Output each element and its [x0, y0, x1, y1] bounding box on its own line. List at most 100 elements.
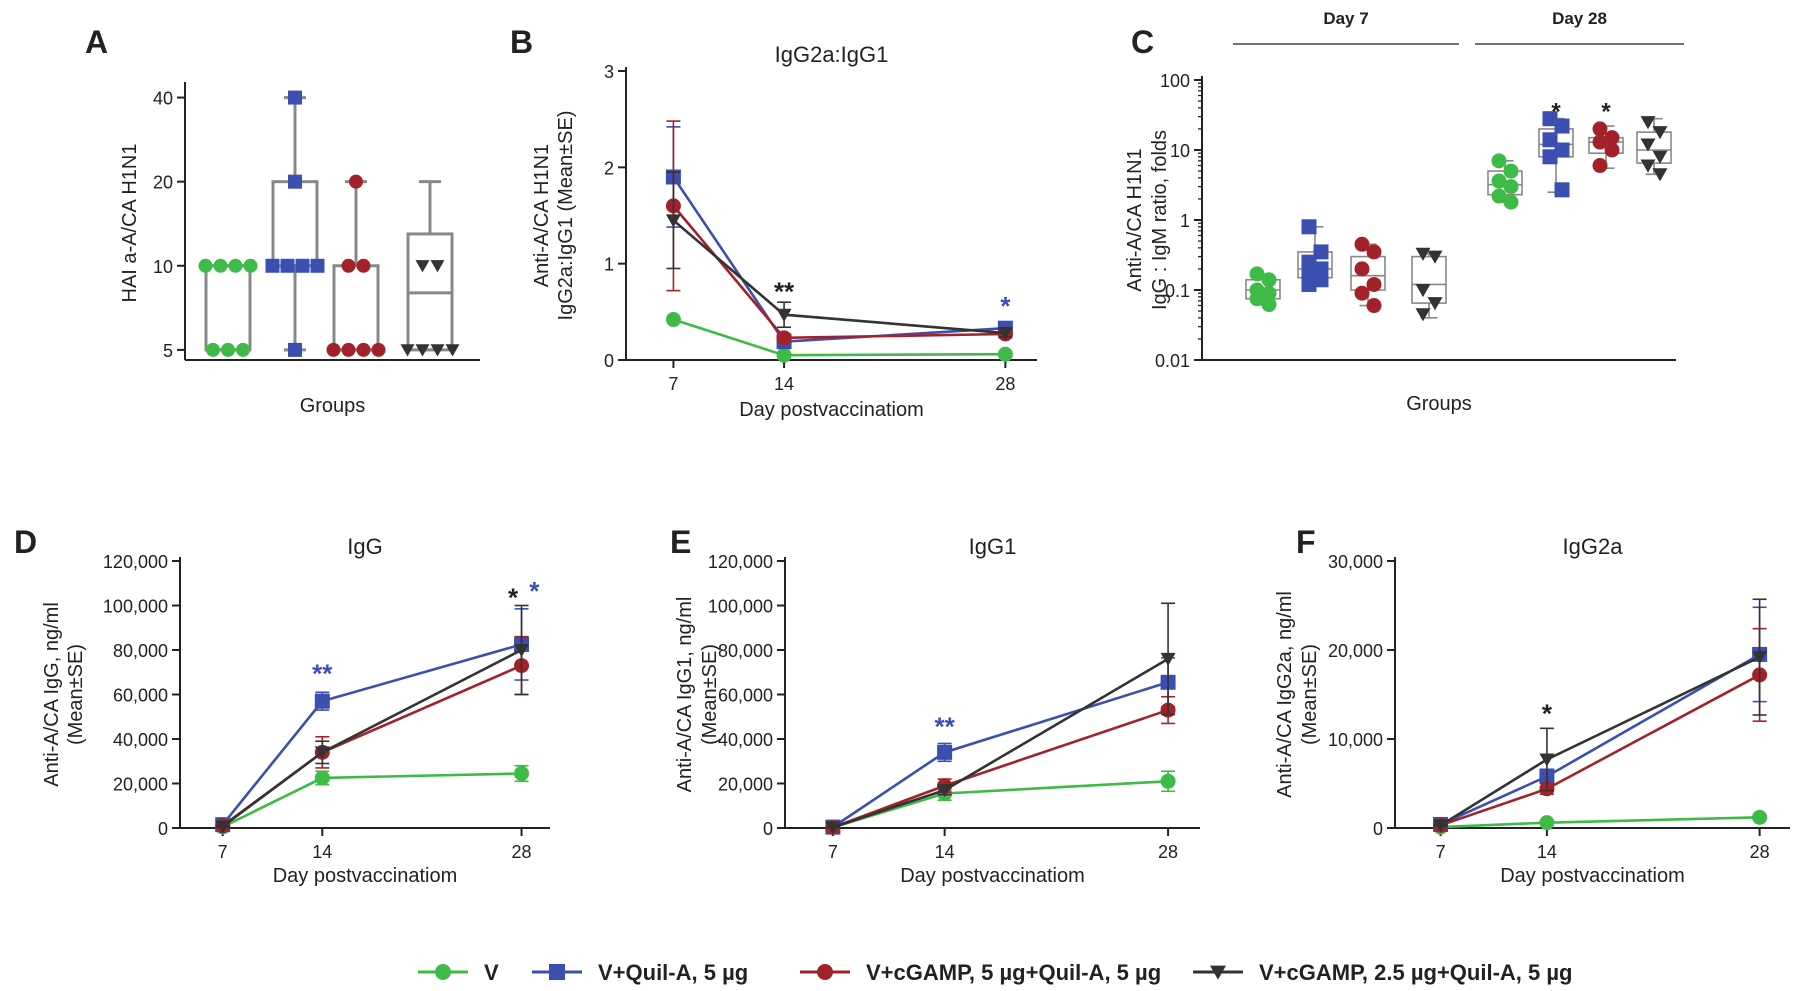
legend-item-quila: V+Quil-A, 5 µg — [532, 960, 748, 985]
data-point — [1542, 149, 1558, 165]
data-point — [1366, 298, 1382, 314]
data-point — [1366, 244, 1382, 260]
y-tick-label: 20,000 — [718, 775, 773, 795]
panel-c: C 0.01 0.1 1 10 100 Anti-A/CA H1N1 IgG : IgM ra… — [1124, 9, 1684, 415]
day-label: Day 28 — [1552, 9, 1607, 28]
data-point — [1249, 291, 1265, 307]
panel-label: A — [85, 24, 108, 60]
box-group-cgamp25 — [1411, 247, 1447, 322]
panel-e: E 0 20,000 40,000 60,000 80,000 100,000 120,000… — [670, 524, 1200, 887]
data-point — [349, 174, 363, 189]
data-point — [997, 346, 1013, 362]
data-point — [314, 746, 330, 760]
y-axis-label-2: IgG : IgM ratio, folds — [1149, 130, 1171, 310]
data-point — [1261, 285, 1277, 301]
data-point — [1604, 142, 1620, 158]
box-group-cgamp5 — [1588, 121, 1624, 174]
data-point — [1249, 266, 1265, 282]
data-point — [514, 765, 530, 781]
x-axis-label: Groups — [1406, 393, 1472, 415]
data-point — [1415, 247, 1431, 261]
data-point — [1503, 194, 1519, 210]
x-tick-label: 28 — [995, 374, 1015, 394]
y-tick-label: 0 — [604, 351, 614, 371]
y-tick-label: 100 — [1160, 71, 1190, 91]
panel-label: C — [1131, 24, 1154, 60]
data-point — [1491, 188, 1507, 204]
data-point — [206, 342, 220, 357]
x-tick-label: 7 — [218, 842, 228, 862]
y-tick-label: 40,000 — [113, 730, 168, 750]
data-point — [288, 90, 302, 105]
data-point — [514, 644, 530, 658]
y-axis-label-2: (Mean±SE) — [65, 644, 87, 745]
x-tick-label: 28 — [1158, 842, 1178, 862]
x-tick-label: 7 — [828, 842, 838, 862]
legend-marker — [1210, 965, 1226, 980]
data-point — [288, 342, 302, 357]
y-tick-label: 0 — [1373, 819, 1383, 839]
data-point — [825, 821, 841, 835]
data-point — [415, 344, 430, 357]
data-point — [213, 258, 228, 273]
data-point — [997, 327, 1013, 341]
data-point — [1415, 284, 1431, 298]
data-point — [415, 260, 430, 273]
data-point — [314, 770, 330, 786]
y-tick-label: 120,000 — [103, 552, 168, 572]
x-axis-label: Groups — [300, 395, 366, 417]
y-tick-label: 60,000 — [113, 686, 168, 706]
data-point — [1652, 126, 1668, 140]
series-v — [665, 312, 1013, 363]
legend-label: V+cGAMP, 5 µg+Quil-A, 5 µg — [866, 960, 1161, 985]
y-tick-label: 0 — [158, 819, 168, 839]
y-tick-label: 100,000 — [103, 597, 168, 617]
x-tick-label: 7 — [1436, 842, 1446, 862]
data-point — [243, 258, 258, 273]
legend-marker — [549, 964, 565, 980]
y-tick-label: 2 — [604, 158, 614, 178]
data-point — [1427, 297, 1443, 311]
data-point — [1415, 308, 1431, 322]
y-axis-label: Anti-A/CA IgG, ng/ml — [41, 602, 63, 787]
data-point — [1542, 132, 1558, 148]
y-axis-label-2: IgG2a:IgG1 (Mean±SE) — [555, 111, 577, 321]
y-tick-label: 30,000 — [1328, 552, 1383, 572]
data-point — [1503, 163, 1519, 179]
significance-marker: * — [1000, 291, 1011, 321]
data-point — [1539, 753, 1555, 767]
data-point — [1261, 272, 1277, 288]
y-tick-label: 20,000 — [1328, 641, 1383, 661]
data-point — [1592, 134, 1608, 150]
panel-f: F 0 10,000 20,000 30,000 Anti-A/CA IgG2a, ng/… — [1274, 524, 1790, 887]
data-point — [665, 214, 681, 228]
box-group-quila — [1538, 111, 1574, 198]
significance-marker: ** — [774, 277, 795, 307]
data-point — [326, 342, 341, 357]
data-point — [1160, 652, 1176, 667]
data-point — [1301, 276, 1317, 292]
legend-label: V+Quil-A, 5 µg — [598, 960, 748, 985]
data-point — [1752, 651, 1768, 665]
legend-marker — [435, 964, 451, 980]
box-group-v — [198, 258, 258, 357]
significance-marker: * — [529, 576, 540, 606]
y-tick-label: 80,000 — [113, 641, 168, 661]
series-cgamp25 — [1433, 598, 1768, 833]
data-point — [1301, 254, 1317, 270]
y-tick-label: 20 — [153, 173, 173, 193]
data-point — [1354, 285, 1370, 301]
y-tick-label: 0.1 — [1165, 281, 1190, 301]
x-axis-label: Day postvaccinatiom — [900, 865, 1085, 887]
data-point — [221, 342, 235, 357]
data-point — [310, 258, 325, 273]
y-tick-label: 10 — [153, 257, 173, 277]
y-tick-label: 0 — [763, 819, 773, 839]
data-point — [1592, 158, 1608, 174]
x-tick-label: 28 — [1750, 842, 1770, 862]
x-tick-label: 14 — [1537, 842, 1557, 862]
data-point — [1366, 276, 1382, 292]
data-point — [1491, 153, 1507, 169]
chart-title: IgG1 — [969, 534, 1017, 559]
panel-label: D — [14, 524, 37, 560]
